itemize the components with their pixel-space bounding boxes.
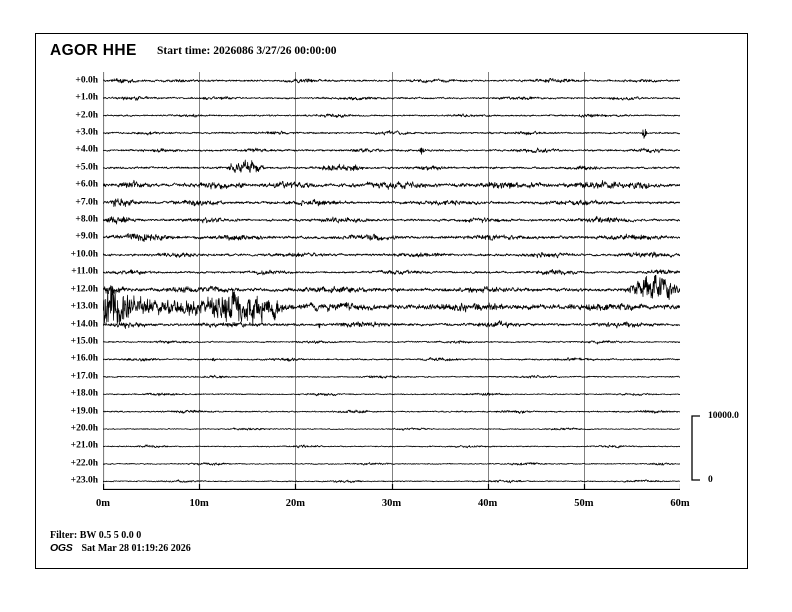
seismogram-plot	[103, 72, 680, 490]
x-axis-tick-label: 40m	[478, 498, 498, 509]
trace-row	[103, 268, 680, 276]
trace-line	[103, 147, 680, 155]
trace-row	[103, 251, 680, 259]
x-axis-tick-label: 20m	[285, 498, 305, 509]
trace-row	[103, 147, 680, 155]
trace-line	[103, 232, 680, 242]
trace-line	[103, 479, 680, 484]
amplitude-scale-bar: 10000.0 0	[686, 410, 776, 490]
trace-row	[103, 77, 680, 84]
trace-row	[103, 479, 680, 484]
trace-line	[103, 128, 680, 139]
y-axis-tick-label: +9.0h	[75, 231, 98, 242]
trace-line	[103, 427, 680, 431]
trace-line	[103, 357, 680, 362]
trace-row	[103, 427, 680, 431]
trace-row	[103, 198, 680, 208]
x-axis-tick-label: 0m	[96, 498, 110, 509]
scale-bracket-icon	[691, 415, 700, 481]
y-axis-tick-label: +14.0h	[70, 318, 98, 329]
trace-line	[103, 179, 680, 190]
credit-line: OGS Sat Mar 28 01:19:26 2026	[50, 542, 191, 555]
trace-line	[103, 444, 680, 449]
y-axis-tick-label: +19.0h	[70, 405, 98, 416]
scale-max-label: 10000.0	[708, 411, 739, 421]
y-axis-labels: +0.0h +1.0h +2.0h +3.0h +4.0h +5.0h +6.0h +7.0h…	[48, 72, 98, 490]
x-axis-tick-label: 60m	[670, 498, 690, 509]
trace-line	[103, 215, 680, 225]
y-axis-tick-label: +22.0h	[70, 458, 98, 469]
trace-row	[103, 462, 680, 466]
start-time-label: Start time: 2026086 3/27/26 00:00:00	[157, 45, 337, 57]
trace-row	[103, 96, 680, 101]
y-axis-tick-label: +13.0h	[70, 301, 98, 312]
trace-line	[103, 198, 680, 208]
trace-line	[103, 268, 680, 276]
y-axis-tick-label: +8.0h	[75, 214, 98, 225]
trace-line	[103, 159, 680, 173]
trace-row	[103, 128, 680, 139]
trace-line	[103, 251, 680, 259]
y-axis-tick-label: +1.0h	[75, 92, 98, 103]
trace-line	[103, 274, 680, 300]
x-axis-tick-label: 10m	[189, 498, 209, 509]
y-axis-tick-label: +7.0h	[75, 196, 98, 207]
trace-row	[103, 159, 680, 173]
trace-line	[103, 462, 680, 466]
y-axis-tick-label: +11.0h	[71, 266, 98, 277]
y-axis-tick-label: +0.0h	[75, 74, 98, 85]
trace-row	[103, 392, 680, 397]
y-axis-tick-label: +12.0h	[70, 283, 98, 294]
trace-row	[103, 444, 680, 449]
trace-line	[103, 392, 680, 397]
trace-line	[103, 409, 680, 414]
footer: Filter: BW 0.5 5 0.0 0 OGS Sat Mar 28 01:…	[50, 529, 191, 555]
seismogram-canvas	[103, 72, 680, 490]
y-axis-tick-label: +17.0h	[70, 371, 98, 382]
trace-line	[103, 374, 680, 379]
page-title: AGOR HHE	[50, 42, 137, 59]
trace-row	[103, 113, 680, 118]
filter-label: Filter: BW 0.5 5 0.0 0	[50, 530, 142, 541]
y-axis-tick-label: +6.0h	[75, 179, 98, 190]
trace-row	[103, 357, 680, 362]
trace-row	[103, 340, 680, 345]
trace-line	[103, 77, 680, 84]
x-axis-tick-label: 30m	[381, 498, 402, 509]
x-axis-labels: 0m 10m 20m 30m 40m 50m 60m	[96, 498, 690, 514]
y-axis-tick-label: +2.0h	[75, 109, 98, 120]
trace-line	[103, 340, 680, 345]
y-axis-tick-label: +21.0h	[70, 440, 98, 451]
y-axis-tick-label: +16.0h	[70, 353, 98, 364]
y-axis-tick-label: +20.0h	[70, 423, 98, 434]
trace-line	[103, 113, 680, 118]
trace-row	[103, 409, 680, 414]
page-border	[35, 33, 748, 569]
trace-line	[103, 285, 680, 326]
x-axis-tick-label: 50m	[574, 498, 594, 509]
y-axis-tick-label: +3.0h	[75, 127, 98, 138]
trace-row	[103, 374, 680, 379]
y-axis-tick-label: +23.0h	[70, 475, 98, 486]
y-axis-tick-label: +4.0h	[75, 144, 98, 155]
y-axis-tick-label: +15.0h	[70, 336, 98, 347]
trace-line	[103, 96, 680, 101]
y-axis-tick-label: +18.0h	[70, 388, 98, 399]
trace-row	[103, 179, 680, 190]
y-axis-tick-label: +10.0h	[70, 249, 98, 260]
trace-row	[103, 215, 680, 225]
trace-row	[103, 274, 680, 300]
trace-row	[103, 285, 680, 326]
trace-line	[103, 320, 680, 329]
trace-row	[103, 232, 680, 242]
y-axis-tick-label: +5.0h	[75, 162, 98, 173]
generated-timestamp: Sat Mar 28 01:19:26 2026	[81, 543, 191, 554]
scale-min-label: 0	[708, 475, 713, 485]
trace-row	[103, 320, 680, 329]
organization-label: OGS	[50, 542, 73, 554]
